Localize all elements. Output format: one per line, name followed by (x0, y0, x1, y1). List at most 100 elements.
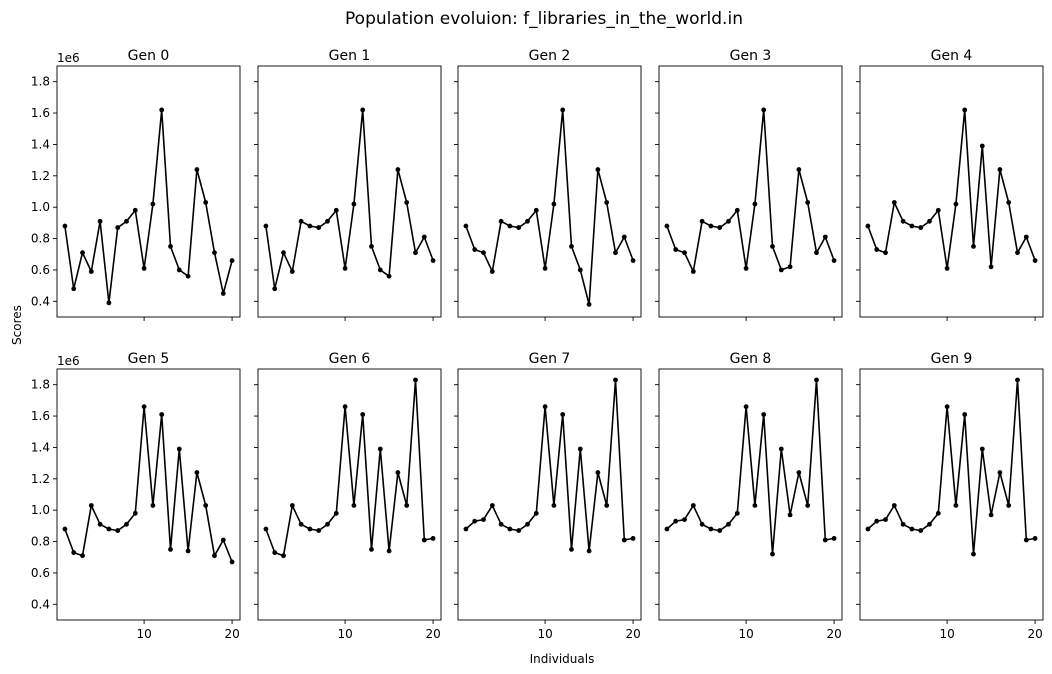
data-point (831, 258, 837, 263)
data-point (909, 526, 915, 532)
data-point (805, 503, 811, 508)
data-point (621, 537, 627, 543)
data-point (726, 218, 731, 224)
data-point (386, 273, 392, 279)
data-point (699, 521, 705, 527)
x-tick-label: 10 (738, 627, 753, 641)
data-point (525, 218, 530, 224)
data-point (1015, 250, 1020, 256)
data-point (717, 225, 723, 230)
series-line (867, 379, 1036, 555)
series-line (666, 379, 835, 555)
data-point (883, 250, 888, 256)
data-point (752, 503, 758, 508)
data-point (229, 258, 235, 263)
data-point (413, 250, 418, 256)
data-point (874, 518, 880, 524)
data-point (770, 244, 775, 249)
data-point (481, 250, 486, 256)
data-point (141, 265, 147, 271)
y-tick-label: 1.4 (31, 440, 50, 454)
data-point (498, 521, 504, 527)
data-point (927, 521, 932, 527)
figure-title: Population evoluion: f_libraries_in_the_… (345, 9, 743, 29)
data-point (962, 107, 968, 113)
y-tick-label: 1.2 (31, 169, 50, 183)
data-point (71, 550, 77, 555)
series-line (465, 379, 634, 552)
data-point (507, 223, 513, 229)
data-point (97, 521, 103, 527)
data-point (542, 265, 548, 271)
panel-title: Gen 1 (329, 48, 371, 64)
data-point (708, 223, 714, 229)
data-point (918, 528, 924, 533)
data-point (569, 244, 574, 249)
data-point (621, 234, 627, 240)
data-point (971, 244, 976, 249)
data-point (298, 218, 304, 224)
data-point (395, 167, 401, 172)
data-point (874, 247, 880, 252)
data-point (124, 521, 129, 527)
panel-gen-5: Gen 5 0.4 0.6 0.8 1.0 1.2 1.4 1.6 1.8 1e6 10 20 (31, 351, 241, 641)
series-line (867, 109, 1036, 270)
data-point (551, 503, 557, 508)
y-tick-label: 1.0 (31, 503, 50, 517)
data-point (289, 503, 295, 508)
data-point (489, 269, 495, 274)
data-point (613, 377, 618, 383)
data-point (333, 207, 339, 213)
data-point (194, 470, 200, 475)
series-line (265, 379, 434, 557)
data-point (909, 223, 915, 229)
data-point (577, 267, 583, 273)
data-point (865, 526, 871, 532)
data-point (430, 258, 436, 263)
data-point (577, 446, 583, 452)
data-point (761, 412, 767, 417)
data-point (1006, 503, 1012, 508)
y-tick-label: 1.0 (31, 200, 50, 214)
data-point (796, 167, 802, 172)
data-point (272, 550, 278, 555)
data-point (298, 521, 304, 527)
data-point (560, 412, 566, 417)
data-point (463, 526, 469, 532)
axes-frame (56, 368, 241, 621)
y-tick-label: 1.8 (31, 378, 50, 392)
data-point (699, 218, 705, 224)
data-point (822, 537, 828, 543)
data-point (472, 247, 478, 252)
x-tick-label: 20 (1027, 627, 1042, 641)
axes-frame (56, 65, 241, 318)
data-point (935, 207, 941, 213)
data-point (891, 503, 897, 508)
data-point (682, 517, 687, 522)
data-point (891, 200, 897, 205)
y-tick-label: 0.6 (31, 566, 50, 580)
panel-gen-9: Gen 9 10 20 (856, 351, 1044, 641)
data-point (62, 223, 68, 229)
data-point (316, 225, 322, 230)
data-point (1023, 234, 1029, 240)
axes-frame (257, 65, 442, 318)
data-point (673, 518, 679, 524)
axes-frame (257, 368, 442, 621)
data-point (604, 503, 610, 508)
data-point (944, 404, 950, 410)
data-point (814, 250, 819, 256)
data-point (533, 207, 539, 213)
data-point (263, 223, 269, 229)
data-point (997, 167, 1003, 172)
data-point (132, 207, 138, 213)
data-point (787, 512, 793, 518)
y-tick-label: 1.6 (31, 409, 50, 423)
data-point (682, 250, 687, 256)
data-point (80, 553, 85, 559)
data-point (220, 537, 226, 543)
data-point (150, 503, 156, 508)
data-point (360, 412, 366, 417)
data-point (212, 250, 217, 256)
data-point (1023, 537, 1029, 543)
